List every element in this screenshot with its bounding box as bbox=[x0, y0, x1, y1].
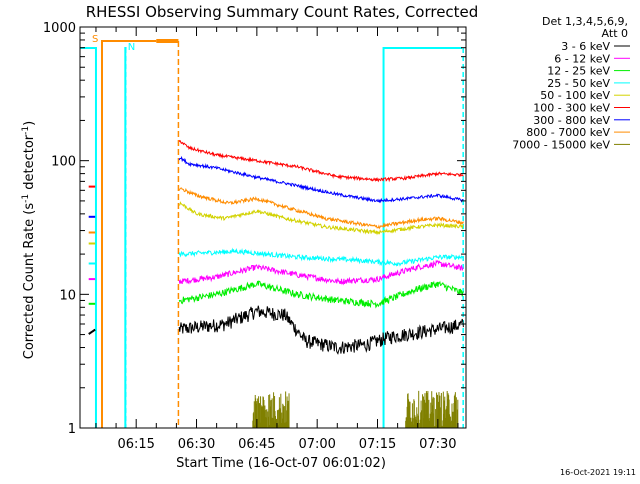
y-tick-label: 1000 bbox=[43, 21, 76, 36]
series-6-12-kev bbox=[88, 259, 464, 286]
series-12-25-kev bbox=[88, 280, 464, 309]
series-line bbox=[178, 305, 464, 355]
series-line bbox=[178, 280, 464, 309]
night-flag-label: N bbox=[128, 42, 135, 53]
x-tick-label: 07:15 bbox=[359, 437, 396, 452]
x-tick-label: 07:00 bbox=[298, 437, 335, 452]
series-7000-15000-kev bbox=[252, 390, 459, 428]
y-axis-label-exponent: -1 bbox=[21, 126, 31, 135]
series-50-100-kev bbox=[88, 201, 464, 245]
y-tick-label: 100 bbox=[51, 155, 76, 170]
axes: 1 10 100 1000 06:15 06:30 06:45 07:00 07:15 07:30 bbox=[43, 21, 467, 452]
x-axis-label: Start Time (16-Oct-07 06:01:02) bbox=[176, 456, 386, 471]
series-line bbox=[88, 328, 96, 335]
legend-label: 300 - 800 keV bbox=[533, 114, 610, 127]
plot-area: SN bbox=[80, 34, 464, 428]
legend-label: 12 - 25 keV bbox=[547, 65, 610, 78]
footer-date: 16-Oct-2021 19:11 bbox=[560, 468, 636, 477]
x-tick-label: 07:30 bbox=[419, 437, 456, 452]
series-line bbox=[178, 187, 464, 230]
series-300-800-kev bbox=[88, 155, 464, 218]
legend-title-line: Det 1,3,4,5,6,9, bbox=[542, 15, 628, 28]
night-flag-line bbox=[80, 47, 127, 428]
legend-label: 7000 - 15000 keV bbox=[512, 138, 610, 151]
legend-label: 25 - 50 keV bbox=[547, 77, 610, 90]
y-tick-label: 10 bbox=[59, 288, 76, 303]
series-line bbox=[178, 247, 464, 267]
saa-flag-line bbox=[101, 40, 157, 428]
legend-label: 6 - 12 keV bbox=[554, 52, 610, 65]
legend-label: 800 - 7000 keV bbox=[526, 126, 610, 139]
y-tick-label: 1 bbox=[68, 422, 76, 437]
series-3-6-kev bbox=[88, 305, 464, 355]
series-line bbox=[178, 139, 464, 183]
saa-flag-label: S bbox=[92, 34, 98, 45]
series-100-300-kev bbox=[88, 139, 464, 188]
series-line bbox=[178, 155, 464, 204]
series-group: SN bbox=[80, 34, 464, 428]
legend-label: 3 - 6 keV bbox=[561, 40, 610, 53]
x-tick-label: 06:30 bbox=[178, 437, 215, 452]
night-flag-line bbox=[382, 47, 462, 428]
series-800-7000-kev bbox=[88, 187, 464, 234]
axes-frame bbox=[79, 26, 467, 429]
series-25-50-kev bbox=[88, 247, 464, 267]
series-line bbox=[178, 259, 464, 286]
legend-title-line: Att 0 bbox=[602, 27, 628, 40]
y-axis-label-exponent: -1 bbox=[21, 194, 31, 203]
y-axis-label-part: Corrected Count Rate (s bbox=[22, 203, 37, 360]
x-tick-label: 06:15 bbox=[117, 437, 154, 452]
y-axis-label-part: detector bbox=[22, 134, 37, 194]
status-flags: SN bbox=[80, 34, 464, 428]
series-line bbox=[178, 201, 464, 236]
legend-label: 50 - 100 keV bbox=[540, 89, 610, 102]
y-axis-label: Corrected Count Rate (s-1 detector-1) bbox=[21, 121, 37, 359]
x-tick-label: 06:45 bbox=[238, 437, 275, 452]
y-axis-label-part: ) bbox=[22, 121, 37, 126]
chart-title: RHESSI Observing Summary Count Rates, Co… bbox=[86, 3, 479, 21]
legend-label: 100 - 300 keV bbox=[533, 102, 610, 115]
